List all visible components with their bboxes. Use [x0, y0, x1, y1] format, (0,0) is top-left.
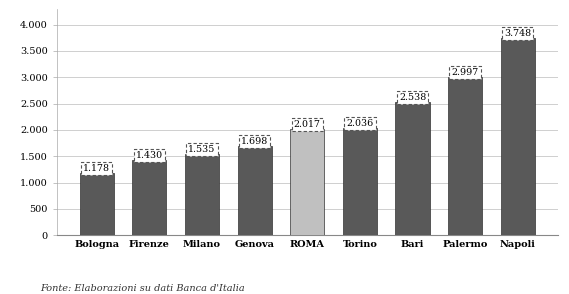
Bar [132, 160, 167, 235]
Text: 3.748: 3.748 [504, 29, 531, 38]
Bar [343, 128, 377, 235]
Text: 2.538: 2.538 [399, 93, 426, 102]
Bar [185, 154, 219, 235]
Text: 2.036: 2.036 [347, 119, 373, 128]
Bar [290, 129, 324, 235]
Text: 2.017: 2.017 [294, 120, 321, 129]
Text: 2.997: 2.997 [452, 69, 479, 77]
Bar [237, 146, 272, 235]
Text: 1.698: 1.698 [241, 137, 268, 146]
Text: 1.535: 1.535 [188, 146, 216, 154]
Bar [448, 77, 483, 235]
Bar [395, 102, 430, 235]
Text: 1.178: 1.178 [83, 164, 110, 173]
Text: 1.430: 1.430 [136, 151, 163, 160]
Bar [80, 173, 114, 235]
Text: Fonte: Elaborazioni su dati Banca d'Italia: Fonte: Elaborazioni su dati Banca d'Ital… [40, 284, 245, 293]
Bar [501, 38, 535, 235]
